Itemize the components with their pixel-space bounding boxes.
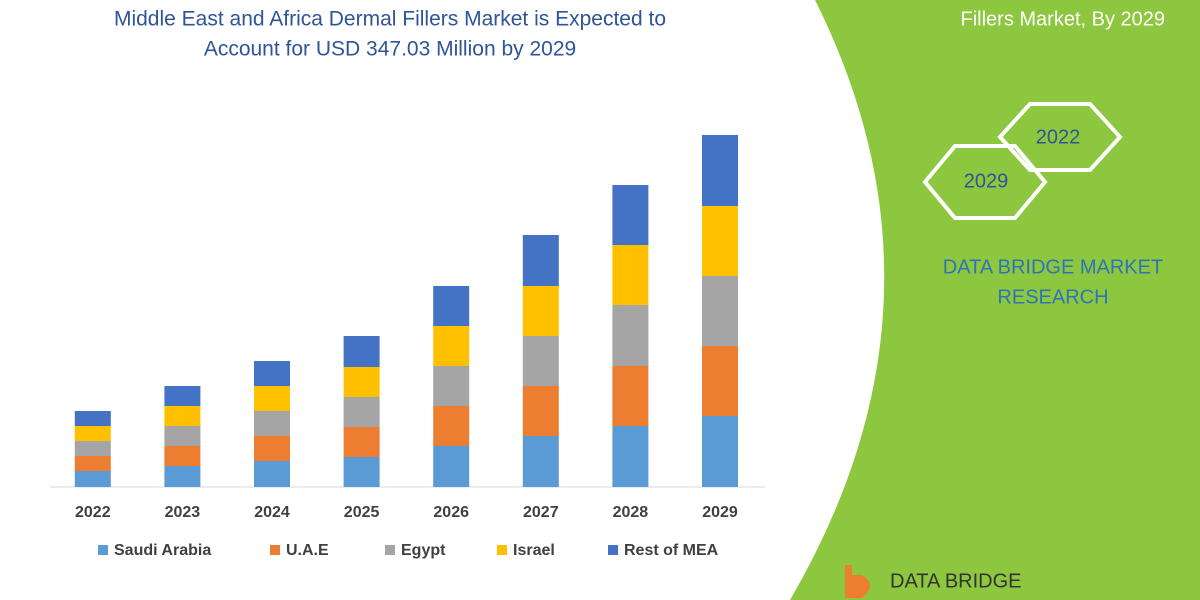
bar-segment	[254, 436, 290, 461]
bar-segment	[702, 416, 738, 487]
logo-text: DATA BRIDGE	[890, 570, 1022, 592]
bar-segment	[702, 276, 738, 346]
legend-swatch	[385, 545, 395, 555]
x-tick-label: 2029	[702, 504, 738, 521]
bar-segment	[343, 336, 380, 367]
bar-segment	[522, 286, 559, 336]
bar-segment	[74, 471, 111, 487]
bar-segment	[164, 466, 201, 487]
bar-segment	[522, 235, 559, 286]
bar-segment	[433, 366, 470, 406]
legend-label: U.A.E	[286, 542, 329, 559]
bar-segment	[702, 135, 738, 206]
chart-title: Account for USD 347.03 Million by 2029	[204, 38, 576, 61]
bar-segment	[702, 206, 738, 276]
legend-label: Israel	[513, 542, 555, 559]
legend-label: Egypt	[401, 542, 446, 559]
bar-segment	[254, 361, 290, 386]
bar-segment	[343, 457, 380, 487]
bar-segment	[74, 426, 111, 441]
bar-segment	[254, 411, 290, 436]
hexagon	[922, 144, 1048, 220]
x-tick-label: 2022	[75, 504, 111, 521]
hexagon	[997, 102, 1123, 172]
bar-segment	[522, 436, 559, 487]
bar-segment	[612, 305, 649, 366]
x-tick-label: 2027	[523, 504, 559, 521]
legend-swatch	[497, 545, 507, 555]
x-tick-label: 2024	[254, 504, 290, 521]
bar-segment	[343, 367, 380, 397]
legend-label: Rest of MEA	[624, 542, 719, 559]
bar-segment	[433, 406, 470, 446]
panel-heading: Fillers Market, By 2029	[960, 8, 1165, 30]
legend-swatch	[270, 545, 280, 555]
bar-segment	[343, 397, 380, 427]
bar-segment	[702, 346, 738, 416]
bar-segment	[433, 446, 470, 487]
legend-label: Saudi Arabia	[114, 542, 211, 559]
bar-segment	[164, 426, 201, 446]
bar-segment	[612, 426, 649, 487]
x-tick-label: 2025	[344, 504, 380, 521]
x-tick-label: 2028	[613, 504, 649, 521]
bar-segment	[522, 386, 559, 436]
bar-segment	[522, 336, 559, 386]
bar-segment	[74, 456, 111, 471]
bar-segment	[254, 461, 290, 487]
legend-swatch	[608, 545, 618, 555]
bar-segment	[164, 406, 201, 426]
x-tick-label: 2026	[433, 504, 469, 521]
bar-segment	[74, 441, 111, 456]
chart-title: Middle East and Africa Dermal Fillers Ma…	[114, 8, 666, 31]
x-tick-label: 2023	[165, 504, 201, 521]
bar-segment	[254, 386, 290, 411]
bar-segment	[164, 446, 201, 466]
bar-segment	[612, 366, 649, 426]
green-panel	[790, 0, 1200, 600]
hex-label: 2022	[1036, 126, 1081, 148]
bar-segment	[433, 326, 470, 366]
brand-text: DATA BRIDGE MARKET	[943, 256, 1163, 278]
bar-segment	[433, 286, 470, 326]
bar-segment	[612, 245, 649, 305]
legend-swatch	[98, 545, 108, 555]
bar-segment	[343, 427, 380, 457]
bar-segment	[164, 386, 201, 406]
bar-segment	[74, 411, 111, 426]
brand-text: RESEARCH	[997, 286, 1108, 308]
bar-segment	[612, 185, 649, 245]
logo-icon	[845, 565, 870, 598]
hex-label: 2029	[964, 170, 1009, 192]
